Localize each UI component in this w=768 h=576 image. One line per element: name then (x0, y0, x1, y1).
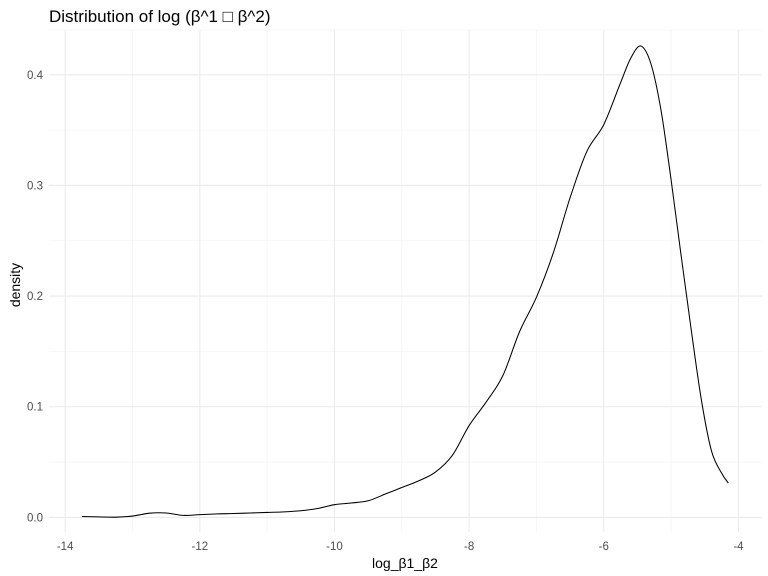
x-tick-label: -4 (733, 541, 744, 553)
x-axis-title: log_β1_β2 (372, 555, 438, 571)
y-tick-label: 0.2 (27, 291, 43, 303)
x-tick-label: -10 (326, 541, 343, 553)
tick-labels: -14 -12 -10 -8 -6 -4 0.0 0.1 0.2 0.3 0.4 (27, 70, 744, 553)
density-curve (81, 45, 729, 518)
y-tick-label: 0.0 (27, 512, 43, 524)
y-tick-label: 0.1 (27, 402, 43, 414)
x-tick-label: -14 (57, 541, 74, 553)
y-tick-label: 0.4 (27, 70, 44, 82)
y-axis-title: density (7, 263, 23, 307)
x-tick-label: -12 (192, 541, 209, 553)
y-tick-label: 0.3 (27, 180, 43, 192)
x-tick-label: -8 (464, 541, 474, 553)
gridlines (49, 29, 762, 532)
x-tick-label: -6 (599, 541, 609, 553)
chart-title: Distribution of log (β^1 □ β^2) (49, 7, 271, 26)
